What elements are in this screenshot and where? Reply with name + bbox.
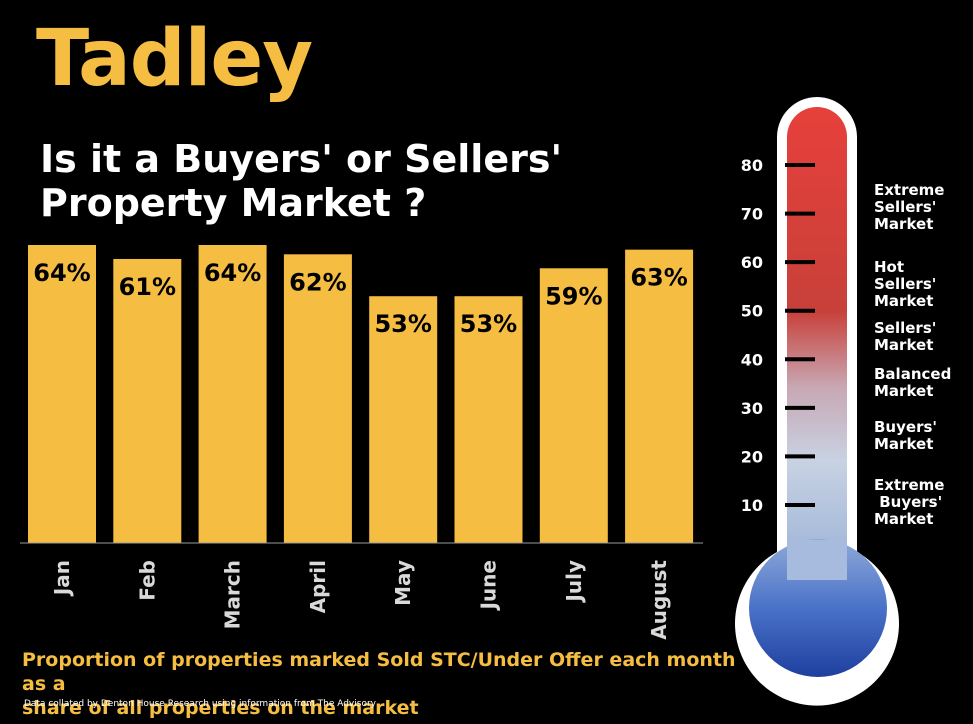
market-zone-label: Hot Sellers' Market [874,258,936,310]
bar-july [539,268,608,543]
bar-march [198,245,267,543]
x-tick-label: August [647,560,671,640]
bar-april [283,254,352,543]
market-zone-label: Extreme Buyers' Market [874,476,944,528]
subtitle-line-2: Property Market ? [40,181,427,225]
market-zone-label: Balanced Market [874,365,951,400]
page-title: Tadley [36,14,313,104]
source-credit: Data collated by Denton House Research u… [24,699,376,709]
footnote-line-1: Proportion of properties marked Sold STC… [22,649,736,695]
bar-feb [113,258,182,543]
data-label: 62% [289,268,346,296]
x-tick-label: April [306,560,330,613]
x-tick-label: Feb [135,560,159,601]
x-tick-label: June [477,560,501,611]
data-label: 59% [545,282,602,310]
chart-footnote: Proportion of properties marked Sold STC… [22,648,762,720]
x-tick-label: Jan [50,560,74,597]
scale-label: 10 [741,496,763,515]
footnote-line-2: share of all properties on the market [22,697,419,719]
scale-label: 70 [741,205,763,224]
scale-label: 80 [741,156,763,175]
subtitle-line-1: Is it a Buyers' or Sellers' [40,137,563,181]
bar-jan [28,245,96,543]
bar-may [369,296,438,543]
scale-label: 50 [741,302,763,321]
data-label: 61% [119,273,176,301]
data-label: 64% [33,259,90,287]
market-zone-label: Buyers' Market [874,418,937,453]
scale-label: 60 [741,253,763,272]
scale-label: 20 [741,447,763,466]
thermometer-body [735,97,899,706]
x-tick-label: July [562,560,586,604]
scale-label: 40 [741,350,763,369]
bar-june [454,296,523,543]
data-label: 53% [460,310,517,338]
x-tick-label: March [221,560,245,629]
bar-august [625,249,694,543]
page-subtitle: Is it a Buyers' or Sellers' Property Mar… [40,137,680,225]
data-label: 63% [630,264,687,292]
data-label: 64% [204,259,261,287]
market-zone-label: Extreme Sellers' Market [874,181,944,233]
scale-label: 30 [741,399,763,418]
market-zone-label: Sellers' Market [874,319,936,354]
x-tick-label: May [391,560,415,606]
data-label: 53% [374,310,431,338]
